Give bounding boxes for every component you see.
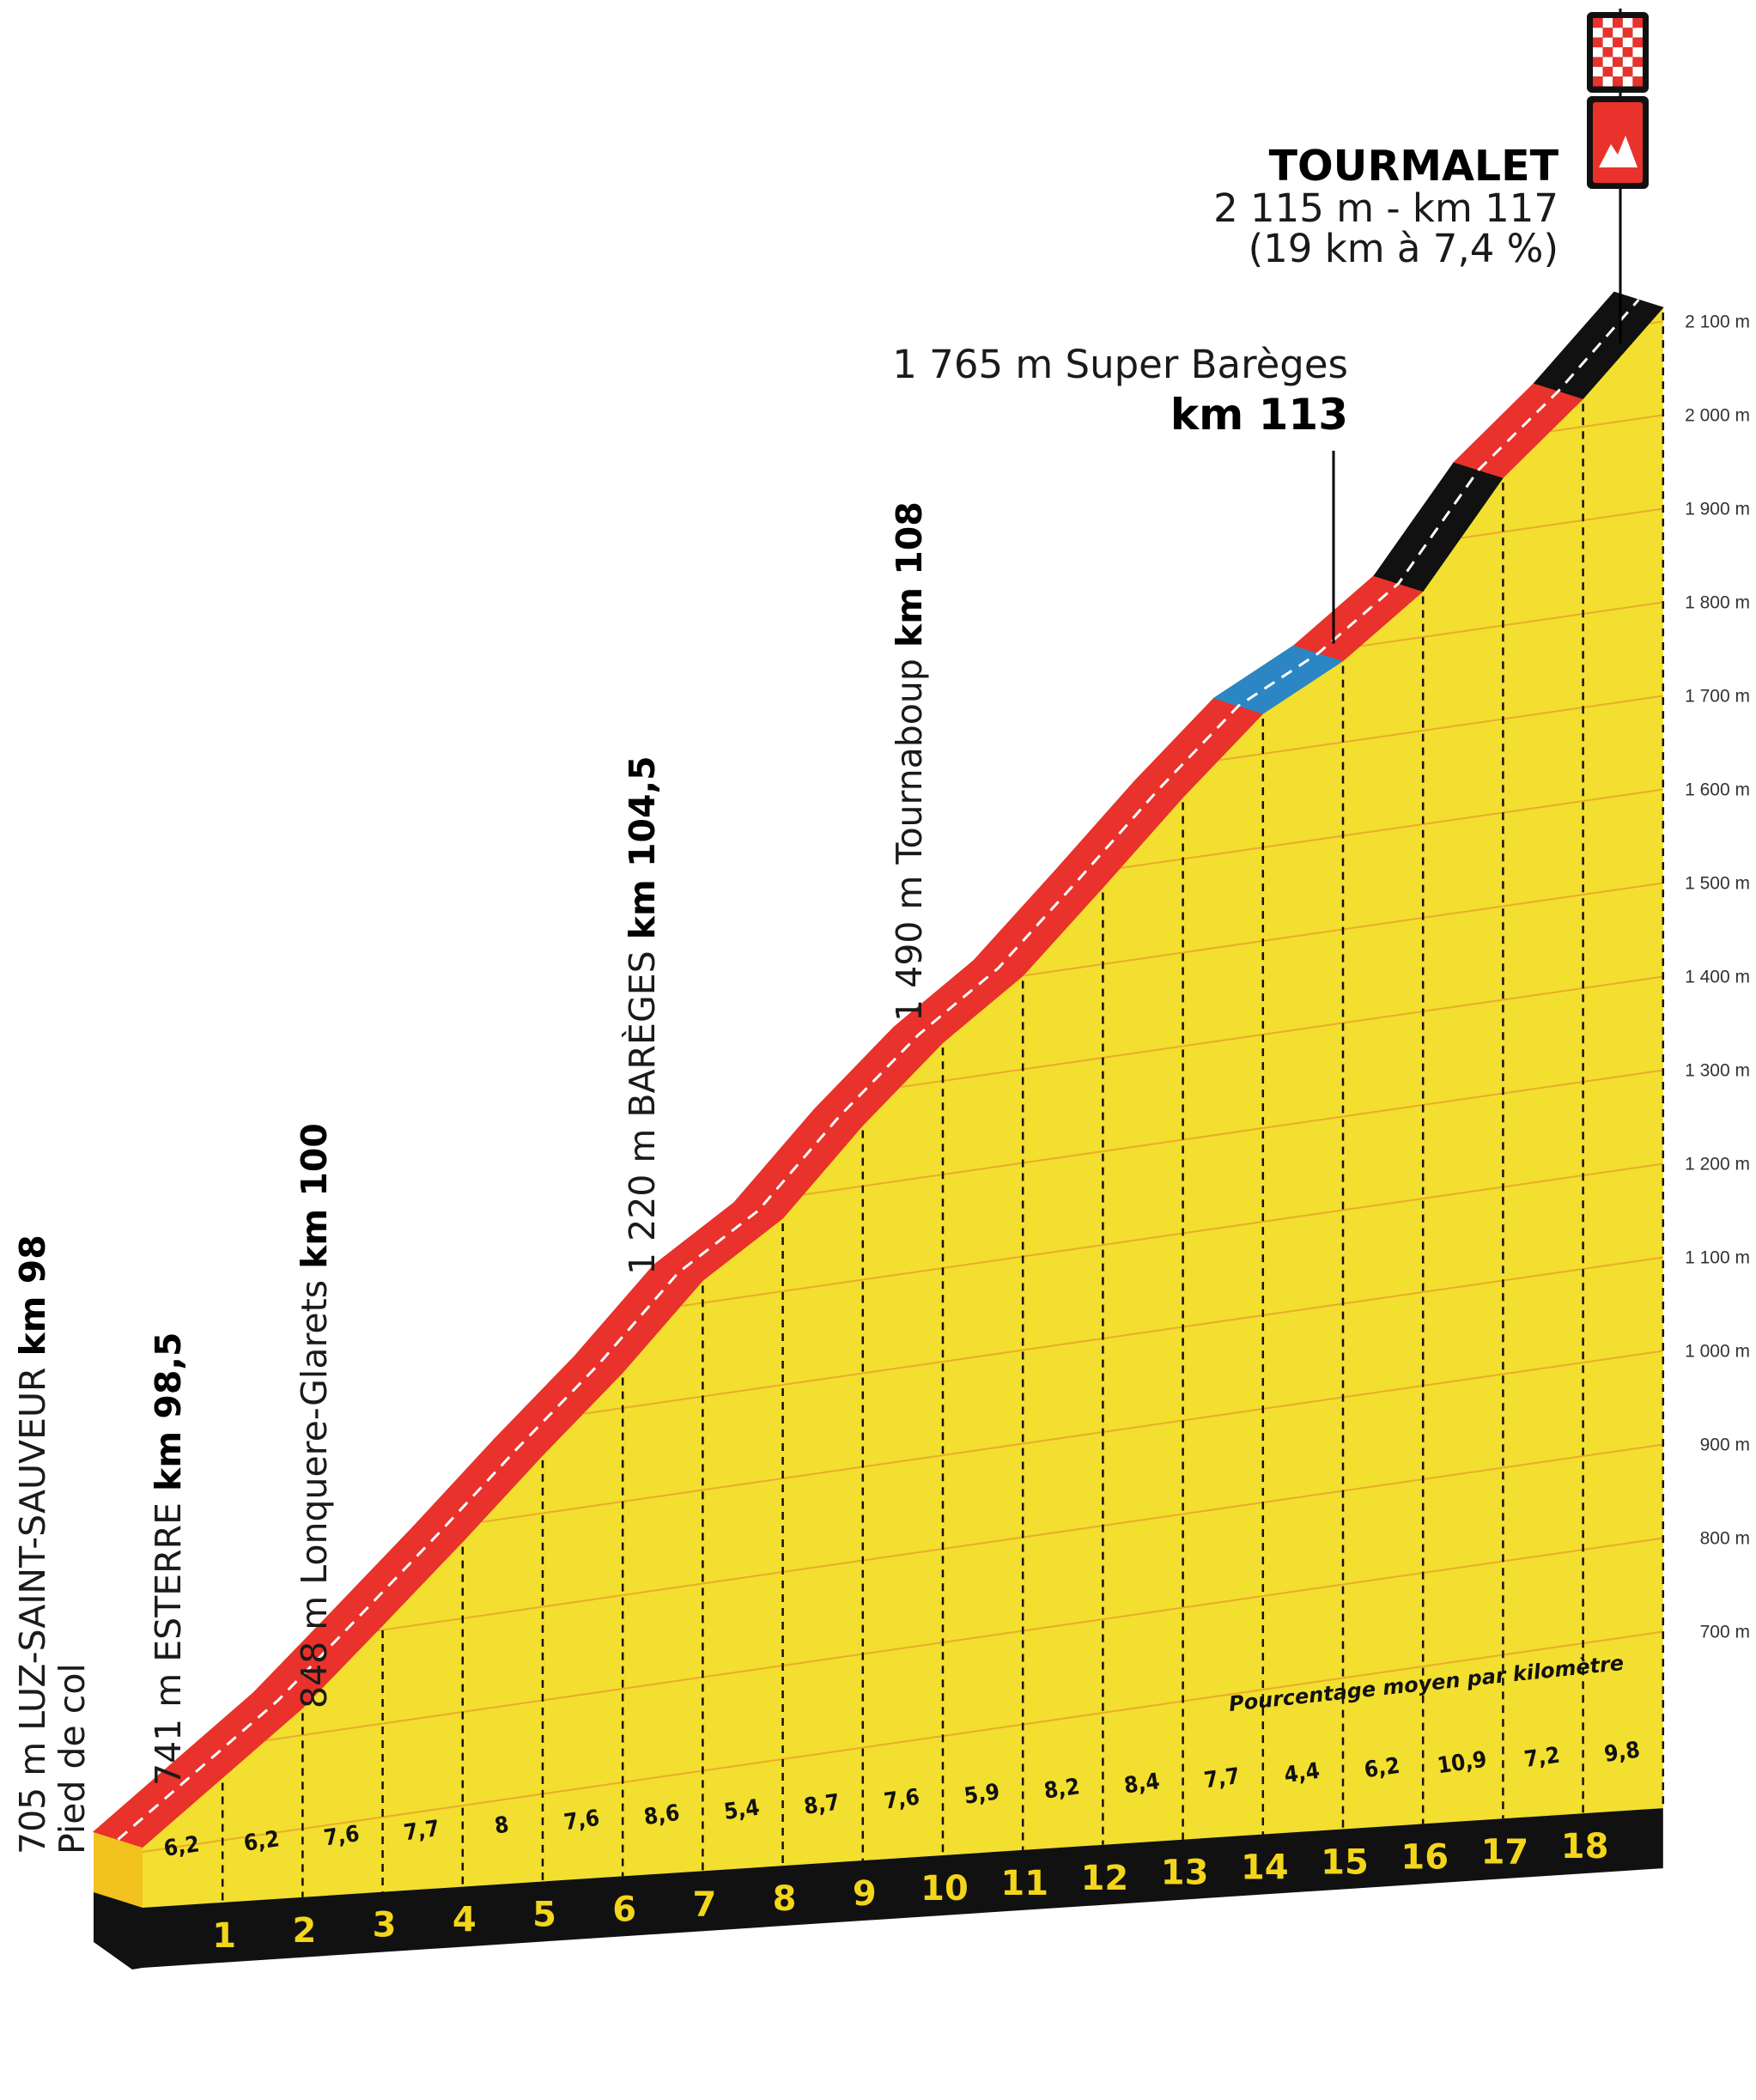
gradient-percent: 6,2 <box>242 1826 281 1856</box>
altitude-gridlines <box>142 320 1663 1853</box>
y-tick-label: 900 m <box>1700 1435 1750 1455</box>
waypoint-luz-sub: Pied de col <box>52 1663 93 1854</box>
km-marker: 17 <box>1481 1832 1529 1872</box>
summit-detail: 2 115 m - km 117 <box>1213 185 1559 231</box>
gradient-percent: 8 <box>493 1812 510 1840</box>
y-tick-label: 1 700 m <box>1685 687 1750 707</box>
profile-area <box>94 307 1663 1908</box>
gradient-percent: 8,6 <box>642 1800 681 1830</box>
gradient-road <box>92 291 1664 1848</box>
gridline <box>482 1350 1663 1523</box>
gridline <box>901 975 1663 1089</box>
gradient-percent: 6,2 <box>1363 1753 1401 1783</box>
waypoint-lonquere: 848 m Lonquere-Glarets km 100 <box>294 1123 335 1709</box>
y-tick-label: 1 200 m <box>1685 1155 1750 1174</box>
gridline <box>1360 601 1663 647</box>
gridline <box>1461 507 1663 539</box>
km-marker: 10 <box>921 1869 969 1909</box>
gradient-percent: 7,6 <box>322 1821 361 1851</box>
gradient-percent: 7,2 <box>1522 1743 1561 1773</box>
gradient-percent: 9,8 <box>1602 1737 1641 1767</box>
waypoint-esterre: 741 m ESTERRE km 98,5 <box>148 1332 189 1786</box>
y-tick-label: 800 m <box>1700 1529 1750 1549</box>
y-tick-label: 700 m <box>1700 1623 1750 1642</box>
km-marker: 9 <box>853 1874 877 1914</box>
y-tick-label: 1 500 m <box>1685 874 1750 894</box>
y-tick-label: 2 000 m <box>1685 406 1750 426</box>
km-marker: 15 <box>1321 1843 1369 1883</box>
y-tick-label: 1 900 m <box>1685 500 1750 519</box>
gradient-percent: 6,2 <box>162 1831 201 1861</box>
y-tick-label: 1 400 m <box>1685 968 1750 987</box>
gridline <box>1120 788 1663 870</box>
gradient-values: 6,2 6,2 7,6 7,7 8 7,6 8,6 5,4 8,7 7,6 5,9 8,2 8,4 7,7… <box>162 1737 1642 1861</box>
summit-block: TOURMALET 2 115 m - km 117 (19 km à 7,4 … <box>1213 9 1649 343</box>
y-tick-label: 1 000 m <box>1685 1342 1750 1362</box>
km-marker: 8 <box>773 1879 797 1919</box>
gridline <box>1650 320 1663 325</box>
waypoint-superbareges: 1 765 m Super Barèges <box>892 342 1348 387</box>
km-marker: 14 <box>1241 1848 1289 1888</box>
waypoint-tournaboup: 1 490 m Tournaboup km 108 <box>889 501 930 1022</box>
km-marker: 6 <box>612 1890 636 1929</box>
y-tick-label: 1 300 m <box>1685 1061 1750 1081</box>
km-marker: 13 <box>1161 1854 1209 1893</box>
gridline <box>265 1537 1663 1742</box>
summit-stats: (19 km à 7,4 %) <box>1249 226 1559 271</box>
gridline <box>1551 414 1663 433</box>
gridline <box>377 1443 1663 1632</box>
gradient-percent: 7,7 <box>402 1816 441 1846</box>
gridline <box>1219 695 1663 762</box>
gradient-percent: 7,6 <box>883 1784 921 1814</box>
km-marker: 5 <box>532 1896 556 1935</box>
gridline <box>803 1069 1663 1196</box>
km-marker: 1 <box>212 1916 236 1956</box>
waypoint-superbareges-km: km 113 <box>1170 390 1348 440</box>
km-marker: 4 <box>453 1901 477 1940</box>
km-marker: 11 <box>1000 1864 1048 1903</box>
profile-side <box>94 1831 143 1908</box>
gradient-percent: 7,7 <box>1202 1763 1241 1793</box>
km-marker: 18 <box>1561 1827 1609 1866</box>
y-tick-label: 1 800 m <box>1685 593 1750 613</box>
y-tick-label: 1 100 m <box>1685 1248 1750 1268</box>
gradient-percent: 5,9 <box>963 1779 1001 1809</box>
gradient-percent: 7,6 <box>562 1806 601 1836</box>
finish-flag-icon <box>1587 12 1649 93</box>
profile-fill <box>143 307 1663 1908</box>
gradient-percent: 5,4 <box>722 1795 761 1825</box>
km-marker: 12 <box>1081 1859 1129 1898</box>
base-band <box>94 1808 1663 1970</box>
waypoint-luz: 705 m LUZ-SAINT-SAUVEUR km 98 <box>12 1235 53 1854</box>
km-marker: 16 <box>1401 1837 1449 1877</box>
mountain-flag-icon <box>1587 96 1649 189</box>
y-tick-label: 1 600 m <box>1685 780 1750 800</box>
gradient-percent: 8,2 <box>1042 1774 1081 1804</box>
km-marker: 7 <box>692 1885 716 1924</box>
gradient-percent: 8,7 <box>802 1789 841 1819</box>
gridline <box>584 1256 1663 1415</box>
km-dividers <box>221 313 1665 1903</box>
y-axis: 700 m 800 m 900 m 1 000 m 1 100 m 1 200 m 1 30… <box>1685 313 1750 1642</box>
summit-title: TOURMALET <box>1269 142 1559 191</box>
km-marker: 3 <box>373 1906 397 1945</box>
km-markers: 1 2 3 4 5 6 7 8 9 10 11 12 13 14 15 16 17 18 <box>212 1827 1608 1956</box>
gradient-percent: 8,4 <box>1122 1769 1161 1799</box>
waypoint-bareges: 1 220 m BARÈGES km 104,5 <box>622 756 663 1275</box>
gridline <box>142 1630 1663 1853</box>
gridline <box>682 1162 1663 1307</box>
y-tick-label: 2 100 m <box>1685 313 1750 332</box>
road-centre-line <box>117 299 1640 1841</box>
base-band-shape <box>94 1808 1663 1970</box>
gradient-percent: 4,4 <box>1283 1758 1322 1788</box>
km-marker: 2 <box>292 1911 316 1951</box>
